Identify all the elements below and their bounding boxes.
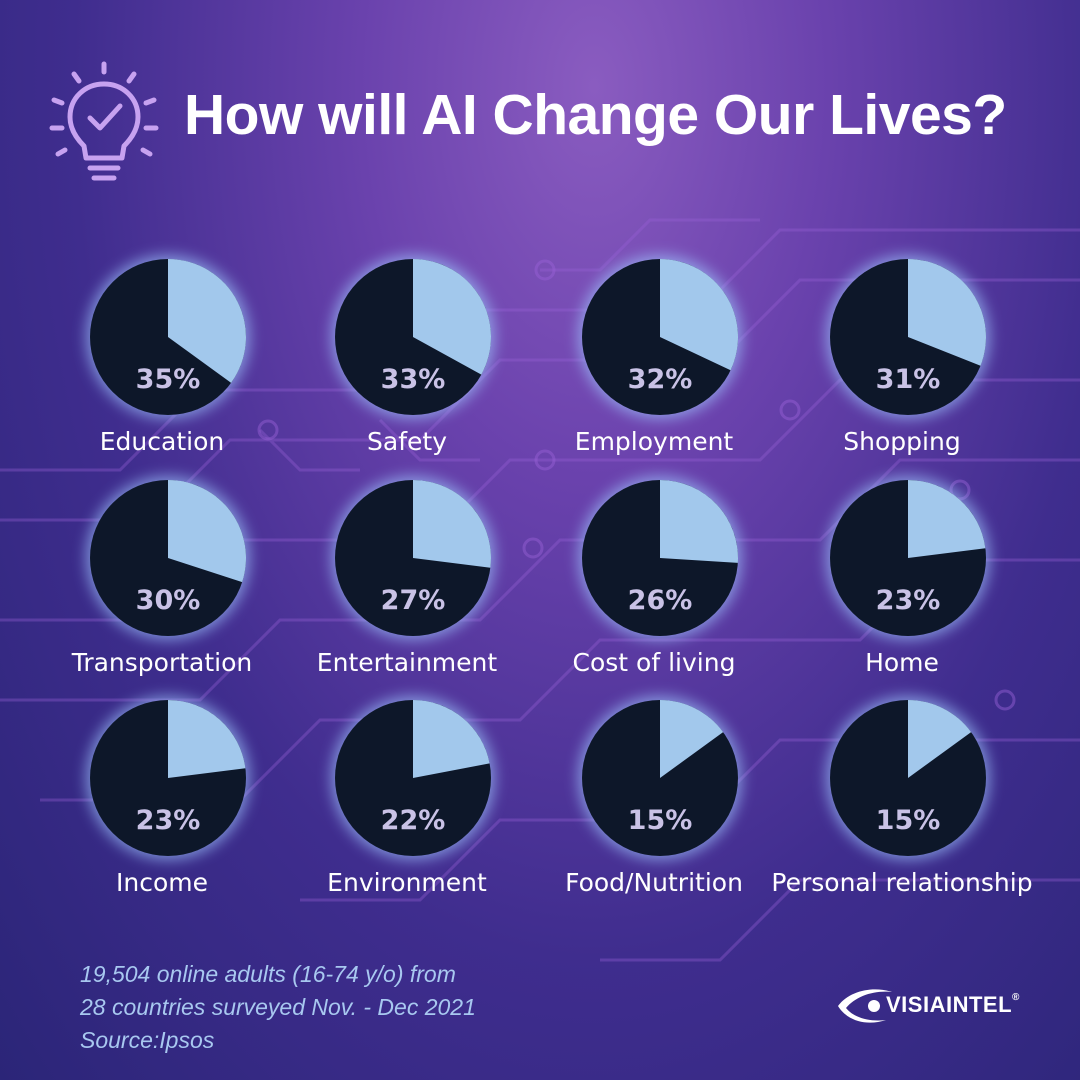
footnote-line-source: Source:Ipsos (80, 1027, 215, 1053)
registered-mark: ® (1012, 992, 1020, 1003)
pie-value-label: 15% (628, 805, 693, 836)
pie-category-label: Education (100, 427, 224, 456)
header: How will AI Change Our Lives? (48, 60, 1048, 190)
pie-slice-income (168, 700, 246, 778)
pie-value-label: 30% (136, 585, 201, 616)
pie-slice-employment (660, 259, 739, 371)
pie-category-label: Cost of living (573, 648, 736, 677)
pie-slice-education (168, 259, 246, 383)
footnote-line-countries: 28 countries surveyed Nov. - Dec 2021 (80, 994, 476, 1020)
pie-value-label: 32% (628, 364, 693, 395)
pie-value-label: 35% (136, 364, 201, 395)
eye-swoosh-icon (838, 989, 892, 1023)
pie-income: 23% Income (86, 696, 250, 897)
pie-category-label: Food/Nutrition (565, 868, 743, 897)
logo-text: VISIAINTEL (886, 992, 1013, 1017)
footnote-line-sample: 19,504 online adults (16-74 y/o) from (80, 961, 456, 987)
pie-slice-shopping (908, 259, 986, 366)
footnote: 19,504 online adults (16-74 y/o) from 28… (80, 958, 600, 1057)
pie-home: 23% Home (826, 476, 990, 677)
lightbulb-check-icon (49, 61, 159, 181)
page-title: How will AI Change Our Lives? (184, 83, 1007, 147)
pie-category-label: Environment (327, 868, 487, 897)
pie-value-label: 15% (876, 805, 941, 836)
pie-transportation: 30% Transportation (71, 476, 253, 677)
pie-value-label: 22% (381, 805, 446, 836)
pie-category-label: Home (865, 648, 939, 677)
pie-category-label: Safety (367, 427, 447, 456)
pie-category-label: Personal relationship (771, 868, 1032, 897)
pie-value-label: 26% (628, 585, 693, 616)
pie-environment: 22% Environment (327, 696, 495, 897)
pie-slice-safety (413, 259, 491, 375)
pie-category-label: Entertainment (317, 648, 498, 677)
pie-cost-of-living: 26% Cost of living (573, 476, 742, 677)
pie-employment: 32% Employment (575, 255, 742, 456)
pie-slice-home (908, 480, 986, 558)
pie-slice-cost-of-living (660, 479, 739, 563)
pie-value-label: 23% (876, 585, 941, 616)
pie-slice-personal-relationship (908, 700, 972, 778)
pie-slice-entertainment (413, 480, 491, 568)
pie-value-label: 23% (136, 805, 201, 836)
pie-slice-food-nutrition (660, 700, 724, 778)
pie-food-nutrition: 15% Food/Nutrition (565, 696, 743, 897)
pie-slice-environment (413, 700, 490, 778)
pie-education: 35% Education (86, 255, 250, 456)
pie-category-label: Employment (575, 427, 734, 456)
pie-category-label: Shopping (843, 427, 960, 456)
pie-personal-relationship: 15% Personal relationship (771, 696, 1033, 897)
visiaintel-logo: VISIAINTEL® (834, 982, 1034, 1028)
pie-category-label: Transportation (71, 648, 253, 677)
pie-value-label: 31% (876, 364, 941, 395)
pie-value-label: 27% (381, 585, 446, 616)
pie-shopping: 31% Shopping (826, 255, 990, 456)
pie-category-label: Income (116, 868, 208, 897)
pie-value-label: 33% (381, 364, 446, 395)
pie-entertainment: 27% Entertainment (317, 476, 498, 677)
pie-slice-transportation (168, 480, 246, 583)
pie-safety: 33% Safety (331, 255, 495, 456)
